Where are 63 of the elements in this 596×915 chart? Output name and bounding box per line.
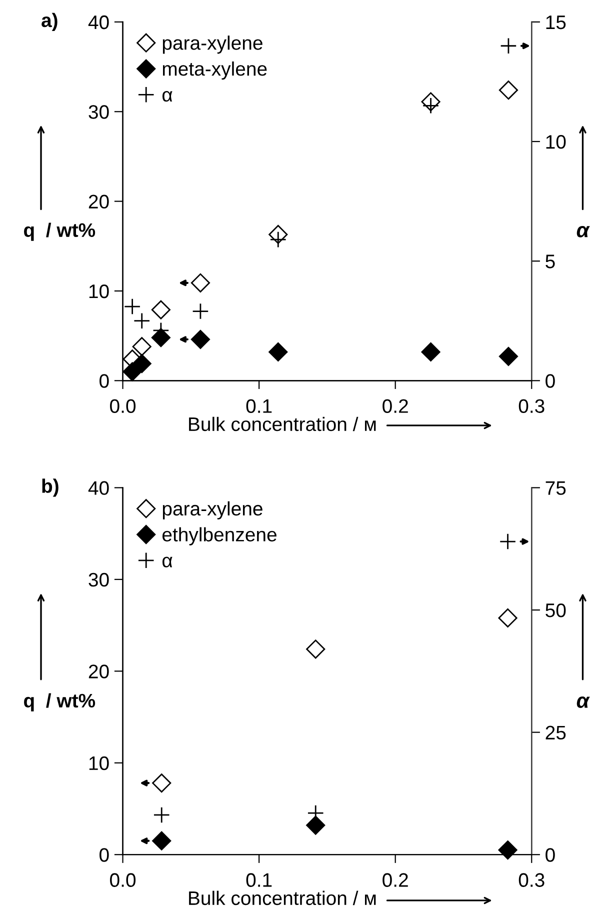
y-tick-label: 30 [88,572,109,587]
x-tick-label: 0.2 [382,873,408,887]
x-tick-label: 0.3 [518,399,544,413]
y-tick-label: 10 [89,284,109,298]
y-tick-label: 30 [88,105,109,119]
point [192,302,209,320]
legend-label: para-xylene [162,36,262,54]
x-tick-label: 0.0 [110,399,136,413]
x-tick-label: 0.1 [246,399,272,413]
point [132,337,152,356]
point [151,300,170,320]
y2-axis-title: α [576,226,590,238]
point [500,38,517,54]
point [498,80,518,100]
legend-label: α [162,556,172,568]
legend-label: ethylbenzene [162,527,276,546]
legend-label: para-xylene [162,501,262,520]
y-tick-label: 10 [89,756,109,770]
x-tick-label: 0.3 [518,873,544,887]
point [270,231,286,248]
legend-label: α [162,91,172,102]
point [190,273,210,292]
y-axis-title: q / wt% [24,222,96,241]
y-tick-label: 20 [88,194,109,209]
point [152,774,172,793]
y2-tick-label: 75 [546,481,566,495]
y2-tick-label: 15 [546,16,566,30]
y-tick-label: 0 [100,848,109,862]
point [498,346,518,366]
x-tick-label: 0.2 [382,399,408,413]
point [306,640,326,659]
point [153,806,170,824]
point [124,298,141,315]
y2-tick-label: 0 [546,848,555,862]
point [498,840,518,860]
x-axis-title: Bulk concentration / ᴍ [189,416,376,432]
y-tick-label: 40 [88,481,109,495]
legend-label: meta-xylene [162,61,267,80]
x-tick-label: 0.1 [246,873,272,887]
point [132,354,152,374]
x-tick-label: 0.0 [110,873,136,887]
y-tick-label: 40 [88,15,109,30]
x-axis-title: Bulk concentration / ᴍ [189,890,376,906]
point [421,342,440,362]
y2-tick-label: 5 [546,254,555,268]
point [190,330,210,349]
point [152,831,172,850]
point [306,816,326,835]
point [499,533,516,550]
y-tick-label: 0 [100,374,109,388]
chart-title: a) [42,12,58,32]
y-tick-label: 20 [88,664,109,678]
point [134,312,150,330]
y2-axis-title: α [576,696,590,708]
chart-title: b) [42,478,58,497]
point [422,97,440,114]
y2-tick-label: 25 [546,726,566,740]
point [498,608,518,628]
y2-tick-label: 0 [546,374,555,388]
y-axis-title: q / wt% [24,693,96,712]
point [268,342,288,362]
y2-tick-label: 10 [546,134,566,149]
y2-tick-label: 50 [546,603,566,618]
